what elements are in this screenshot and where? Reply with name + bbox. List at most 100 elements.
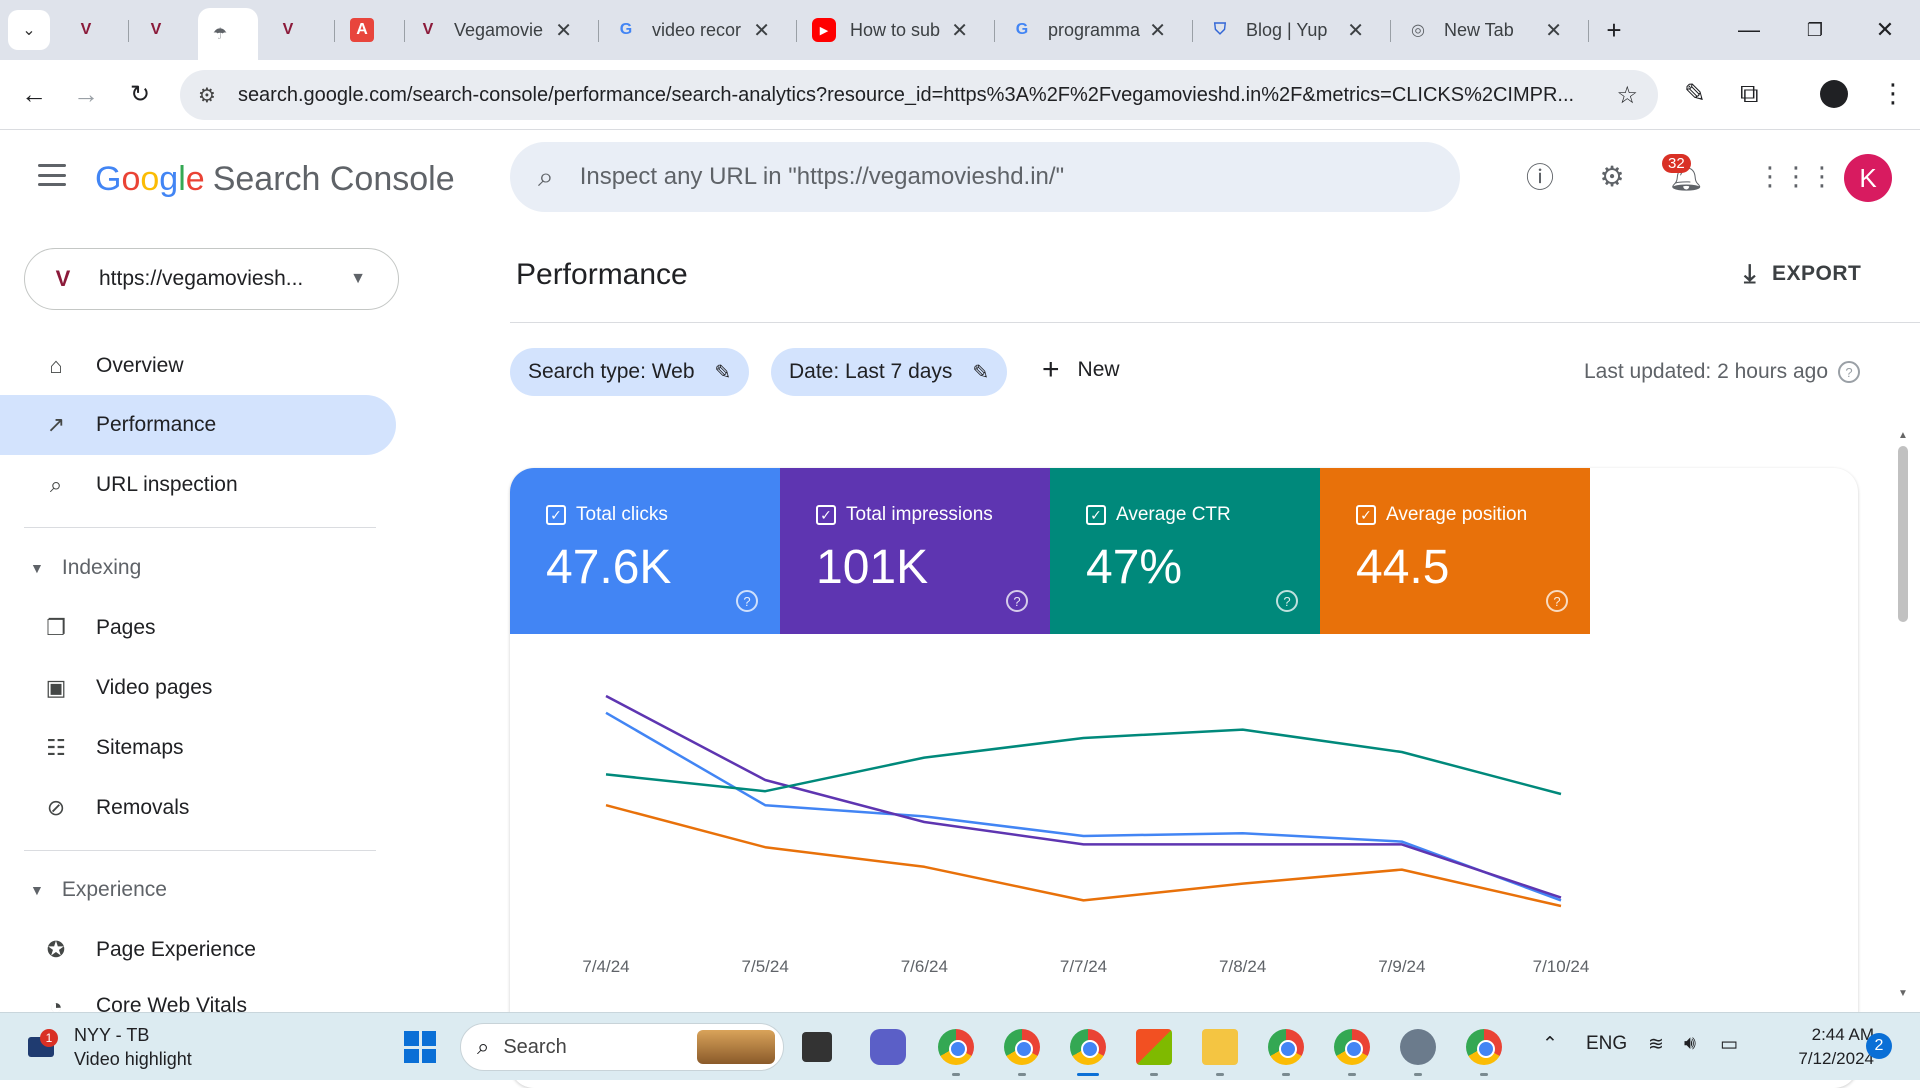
meet-icon[interactable]	[870, 1029, 906, 1065]
sidebar-section-indexing[interactable]: ▼ Indexing	[30, 556, 141, 580]
minimize-icon[interactable]: —	[1738, 17, 1760, 42]
series-line-total-impressions[interactable]	[605, 694, 1562, 899]
apps-grid-icon[interactable]: ⋮⋮⋮	[1757, 160, 1835, 191]
sidebar-section-experience[interactable]: ▼ Experience	[30, 878, 167, 902]
series-line-average-position[interactable]	[605, 803, 1562, 908]
notification-count-badge[interactable]: 2	[1866, 1033, 1892, 1059]
close-icon[interactable]: ✕	[555, 19, 572, 42]
scrollbar[interactable]: ▲ ▼	[1896, 430, 1910, 1000]
wifi-icon[interactable]: ≋	[1648, 1034, 1664, 1055]
filter-chip-search-type[interactable]: Search type: Web ✎	[510, 348, 750, 396]
checkbox-checked-icon[interactable]: ✓	[1086, 505, 1106, 525]
browser-tab[interactable]: ▶ How to sub ✕	[802, 8, 978, 52]
battery-icon[interactable]: ▭	[1720, 1034, 1738, 1055]
chrome-icon[interactable]	[1070, 1029, 1106, 1065]
reload-icon[interactable]: ↻	[129, 80, 151, 108]
chrome-icon[interactable]	[1268, 1029, 1304, 1065]
sidebar-item-removals[interactable]: ⊘ Removals	[0, 778, 396, 838]
browser-tab[interactable]: G video recor ✕	[604, 8, 780, 52]
sidebar-item-video-pages[interactable]: ▣ Video pages	[0, 658, 396, 718]
help-icon[interactable]: ?	[1276, 590, 1298, 612]
close-icon[interactable]: ✕	[1347, 19, 1364, 42]
metric-total-impressions[interactable]: ✓ Total impressions 101K ?	[780, 468, 1050, 634]
checkbox-checked-icon[interactable]: ✓	[1356, 505, 1376, 525]
hamburger-menu-icon[interactable]	[38, 164, 66, 186]
help-icon[interactable]: ?	[1546, 590, 1568, 612]
taskbar-search[interactable]: ⌕ Search	[460, 1023, 784, 1071]
scroll-up-icon[interactable]: ▲	[1898, 430, 1908, 441]
windows-start-icon[interactable]	[404, 1031, 436, 1063]
browser-tab[interactable]: V	[266, 8, 326, 52]
close-icon[interactable]: ✕	[1149, 19, 1166, 42]
help-icon[interactable]: ?	[1006, 590, 1028, 612]
checkbox-checked-icon[interactable]: ✓	[546, 505, 566, 525]
new-filter-button[interactable]: + New	[1042, 355, 1120, 385]
browser-tab[interactable]: V	[134, 8, 194, 52]
sidebar-item-core-web-vitals[interactable]: ◔ Core Web Vitals	[0, 980, 396, 1012]
browser-tab[interactable]: V Vegamovie ✕	[406, 8, 582, 52]
store-icon[interactable]	[1136, 1029, 1172, 1065]
language-indicator[interactable]: ENG	[1586, 1033, 1628, 1054]
browser-tab-active[interactable]: ☂	[198, 8, 258, 60]
browser-tab[interactable]: V	[64, 8, 124, 52]
chrome-icon[interactable]	[1466, 1029, 1502, 1065]
help-icon[interactable]: ?	[736, 590, 758, 612]
restore-icon[interactable]: ❐	[1806, 19, 1824, 40]
help-icon[interactable]: ?	[1838, 361, 1861, 383]
browser-tab[interactable]: A	[340, 8, 400, 52]
url-text[interactable]: search.google.com/search-console/perform…	[237, 83, 1575, 106]
sidebar-item-pages[interactable]: ❐ Pages	[0, 598, 396, 658]
address-bar[interactable]: ⚙ search.google.com/search-console/perfo…	[180, 70, 1658, 120]
volume-icon[interactable]: 🔊︎	[1684, 1033, 1696, 1054]
scroll-down-icon[interactable]: ▼	[1898, 988, 1908, 999]
weather-widget[interactable]: 1 NYY - TB Video highlight	[26, 1023, 192, 1071]
search-console-logo[interactable]: Google Search Console	[95, 160, 455, 198]
series-line-total-clicks[interactable]	[605, 711, 1562, 902]
extensions-icon[interactable]: ⧉	[1740, 78, 1759, 108]
close-icon[interactable]: ✕	[951, 19, 968, 42]
metric-average-position[interactable]: ✓ Average position 44.5 ?	[1320, 468, 1590, 634]
sidebar-item-page-experience[interactable]: ✪ Page Experience	[0, 920, 396, 980]
checkbox-checked-icon[interactable]: ✓	[816, 505, 836, 525]
bookmark-star-icon[interactable]: ☆	[1616, 81, 1638, 109]
help-icon[interactable]: ⓘ	[1525, 162, 1554, 193]
site-info-icon[interactable]: ⚙	[198, 84, 216, 107]
sidebar-item-sitemaps[interactable]: ☷ Sitemaps	[0, 718, 396, 778]
metric-total-clicks[interactable]: ✓ Total clicks 47.6K ?	[510, 468, 780, 634]
sidebar-item-url-inspection[interactable]: ⌕ URL inspection	[0, 455, 396, 515]
back-icon[interactable]: ←	[21, 78, 47, 109]
forward-icon[interactable]: →	[73, 78, 99, 109]
browser-tab[interactable]: G programma ✕	[1000, 8, 1176, 52]
folder-icon[interactable]	[1202, 1029, 1238, 1065]
tab-search-button[interactable]: ⌄	[8, 10, 50, 50]
sidebar-item-overview[interactable]: ⌂ Overview	[0, 336, 396, 396]
metric-average-ctr[interactable]: ✓ Average CTR 47% ?	[1050, 468, 1320, 634]
user-settings-icon[interactable]: ⚙	[1599, 160, 1625, 192]
export-button[interactable]: ⤓ EXPORT	[1744, 258, 1861, 290]
close-icon[interactable]: ✕	[1545, 19, 1562, 42]
series-line-average-ctr[interactable]	[605, 728, 1562, 796]
browser-tab[interactable]: ⛉ Blog | Yup ✕	[1198, 8, 1374, 52]
chevron-up-icon[interactable]: ⌃	[1542, 1034, 1558, 1055]
close-icon[interactable]: ✕	[753, 19, 770, 42]
scrollbar-thumb[interactable]	[1898, 446, 1908, 622]
filter-chip-date[interactable]: Date: Last 7 days ✎	[771, 348, 1008, 396]
profile-icon[interactable]	[1820, 80, 1848, 108]
sidebar-item-performance[interactable]: ↗ Performance	[0, 395, 396, 455]
url-inspect-input[interactable]	[579, 163, 1400, 191]
url-inspect-bar[interactable]: ⌕	[510, 142, 1460, 212]
task-view-icon[interactable]	[802, 1032, 832, 1062]
system-clock[interactable]: 2:44 AM 7/12/2024	[1770, 1023, 1874, 1071]
menu-icon[interactable]: ⋮	[1880, 78, 1906, 108]
eyedropper-icon[interactable]: ✎	[1684, 78, 1706, 108]
avatar[interactable]: K	[1844, 154, 1892, 202]
performance-line-chart[interactable]: 7/4/24 7/5/24 7/6/24 7/7/24 7/8/24 7/9/24 7/10…	[510, 634, 1858, 1088]
new-tab-button[interactable]: +	[1606, 14, 1622, 45]
chrome-icon[interactable]	[1004, 1029, 1040, 1065]
property-selector[interactable]: V https://vegamoviesh... ▼	[24, 248, 399, 310]
close-window-icon[interactable]: ✕	[1875, 17, 1895, 42]
chrome-icon[interactable]	[1334, 1029, 1370, 1065]
settings-icon[interactable]	[1400, 1029, 1436, 1065]
chrome-icon[interactable]	[938, 1029, 974, 1065]
browser-tab[interactable]: ◎ New Tab ✕	[1396, 8, 1572, 52]
